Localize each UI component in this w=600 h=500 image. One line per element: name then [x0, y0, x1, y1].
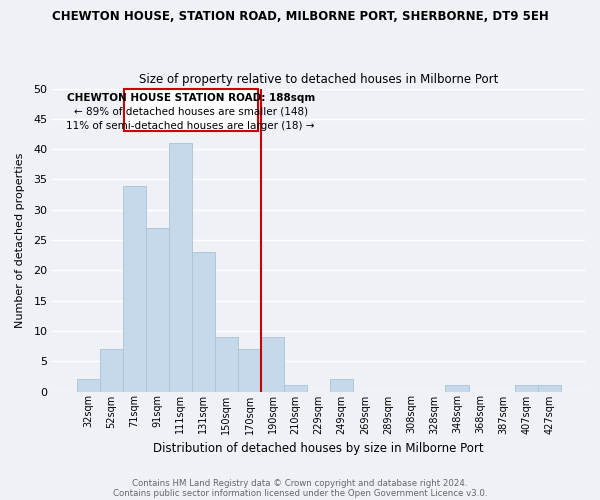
FancyBboxPatch shape — [124, 88, 257, 131]
Bar — [330, 380, 353, 392]
Bar — [169, 143, 192, 392]
Bar — [261, 337, 284, 392]
Text: Contains HM Land Registry data © Crown copyright and database right 2024.: Contains HM Land Registry data © Crown c… — [132, 478, 468, 488]
X-axis label: Distribution of detached houses by size in Milborne Port: Distribution of detached houses by size … — [154, 442, 484, 455]
Bar — [445, 386, 469, 392]
Bar — [284, 386, 307, 392]
Bar — [515, 386, 538, 392]
Title: Size of property relative to detached houses in Milborne Port: Size of property relative to detached ho… — [139, 73, 499, 86]
Text: Contains public sector information licensed under the Open Government Licence v3: Contains public sector information licen… — [113, 488, 487, 498]
Bar — [100, 349, 122, 392]
Bar — [538, 386, 561, 392]
Text: 11% of semi-detached houses are larger (18) →: 11% of semi-detached houses are larger (… — [67, 120, 315, 130]
Bar — [238, 349, 261, 392]
Y-axis label: Number of detached properties: Number of detached properties — [15, 152, 25, 328]
Bar — [192, 252, 215, 392]
Bar — [122, 186, 146, 392]
Text: ← 89% of detached houses are smaller (148): ← 89% of detached houses are smaller (14… — [74, 106, 308, 117]
Bar — [77, 380, 100, 392]
Bar — [146, 228, 169, 392]
Text: CHEWTON HOUSE STATION ROAD: 188sqm: CHEWTON HOUSE STATION ROAD: 188sqm — [67, 94, 315, 104]
Bar — [215, 337, 238, 392]
Text: CHEWTON HOUSE, STATION ROAD, MILBORNE PORT, SHERBORNE, DT9 5EH: CHEWTON HOUSE, STATION ROAD, MILBORNE PO… — [52, 10, 548, 23]
